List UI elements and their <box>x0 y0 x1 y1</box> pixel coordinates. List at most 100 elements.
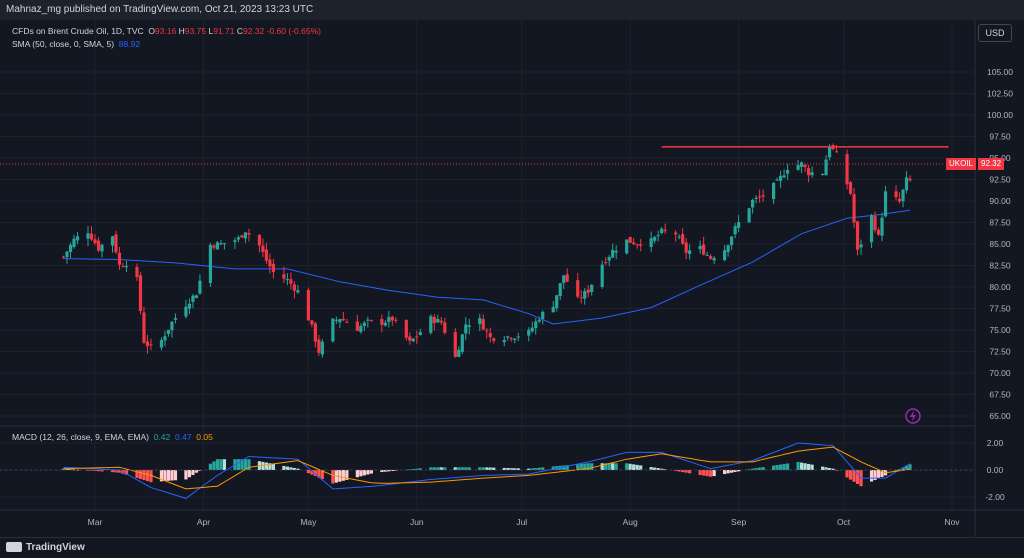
time-tick-label: May <box>300 517 317 527</box>
symbol-badge: UKOIL <box>946 158 977 170</box>
candle-body <box>215 242 220 250</box>
tradingview-logo[interactable]: TradingView <box>6 538 85 558</box>
candle-body <box>75 236 80 241</box>
macd-bar <box>562 465 566 470</box>
macd-bar <box>779 464 783 470</box>
macd-bar <box>586 463 590 470</box>
candle-body <box>464 324 468 334</box>
macd-signal-line <box>63 446 911 490</box>
candle-body <box>628 236 632 243</box>
macd-bar <box>880 470 884 477</box>
macd-bar <box>604 463 608 470</box>
macd-bar <box>236 459 241 470</box>
macd-bar <box>100 470 104 472</box>
legend-symbol-row: CFDs on Brent Crude Oil, 1D, TVC O93.16 … <box>12 26 321 36</box>
macd-axis: 2.00 0.00 -2.00 <box>985 438 1005 502</box>
candle-body <box>212 245 216 248</box>
candle-body <box>236 237 241 240</box>
currency-button[interactable]: USD <box>978 24 1012 42</box>
time-tick-label: Jun <box>410 517 424 527</box>
candle-body <box>558 283 562 297</box>
candle-body <box>341 318 345 321</box>
macd-bar <box>341 470 345 481</box>
candle-body <box>481 319 485 330</box>
tv-icon <box>6 542 22 553</box>
candle-body <box>415 336 419 338</box>
macd-bar <box>439 467 443 470</box>
candle-body <box>383 322 387 326</box>
candle-body <box>338 319 342 323</box>
legend-low: 91.71 <box>213 26 235 36</box>
candle-body <box>65 251 69 257</box>
candle-body <box>310 320 314 325</box>
macd-bar <box>187 470 192 478</box>
macd-bar <box>72 469 76 471</box>
macd-bar <box>607 463 611 470</box>
candle-body <box>660 228 664 234</box>
macd-bar <box>799 462 804 470</box>
candle-body <box>656 235 660 237</box>
candle-body <box>677 236 681 238</box>
candle-body <box>331 318 335 342</box>
macd-bar <box>317 470 321 478</box>
macd-bar <box>852 470 856 482</box>
candle-body <box>282 274 286 279</box>
candle-body <box>635 244 639 246</box>
candle-body <box>565 274 569 282</box>
macd-bar <box>698 470 702 476</box>
legend-macd-hist: 0.42 <box>153 432 171 442</box>
candle-body <box>709 256 713 259</box>
macd-bar <box>485 467 489 470</box>
price-tick-label: 90.00 <box>989 196 1011 206</box>
candle-body <box>579 297 583 299</box>
candle-body <box>761 195 765 197</box>
macd-bar <box>635 464 639 470</box>
candle-body <box>142 312 146 343</box>
macd-bar <box>534 468 538 470</box>
candle-body <box>876 229 881 235</box>
macd-bar <box>114 470 118 473</box>
macd-bar <box>289 467 293 470</box>
candle-body <box>583 291 587 299</box>
candle-body <box>492 338 496 341</box>
macd-bar <box>709 470 713 477</box>
macd-bar <box>733 470 737 473</box>
macd-bar <box>785 463 790 470</box>
candle-body <box>894 191 898 198</box>
candle-body <box>408 336 412 341</box>
macd-bar <box>418 468 422 470</box>
price-tick-label: 70.00 <box>989 368 1011 378</box>
macd-bar <box>730 470 734 473</box>
candle-body <box>834 151 839 153</box>
candle-body <box>460 334 464 352</box>
macd-bar <box>191 470 195 475</box>
macd-bar <box>632 464 636 470</box>
candle-body <box>198 280 202 294</box>
candle-body <box>268 259 272 267</box>
lightning-icon[interactable] <box>905 408 921 424</box>
candle-body <box>453 332 457 357</box>
macd-bar <box>660 468 664 470</box>
candle-body <box>100 244 104 252</box>
candle-body <box>576 280 580 297</box>
candle-body <box>702 244 706 255</box>
candle-body <box>257 234 262 246</box>
macd-bar <box>369 470 373 474</box>
price-tick-label: 85.00 <box>989 239 1011 249</box>
candle-body <box>614 250 618 253</box>
macd-bar <box>366 470 370 475</box>
macd-bar <box>159 470 164 482</box>
macd-bar <box>163 470 167 482</box>
price-chart[interactable]: 105.00102.50100.0097.5095.0092.5090.0087… <box>0 20 1024 537</box>
macd-bar <box>380 470 384 473</box>
macd-bar <box>453 467 457 470</box>
candle-body <box>516 336 520 338</box>
macd-bar <box>240 459 244 470</box>
macd-bar <box>583 463 587 470</box>
macd-bar <box>296 468 300 470</box>
macd-bar <box>390 470 394 472</box>
legend-symbol: CFDs on Brent Crude Oil, 1D, TVC <box>12 26 144 36</box>
time-tick-label: Mar <box>88 517 103 527</box>
candle-body <box>359 326 363 332</box>
candle-body <box>541 311 545 319</box>
